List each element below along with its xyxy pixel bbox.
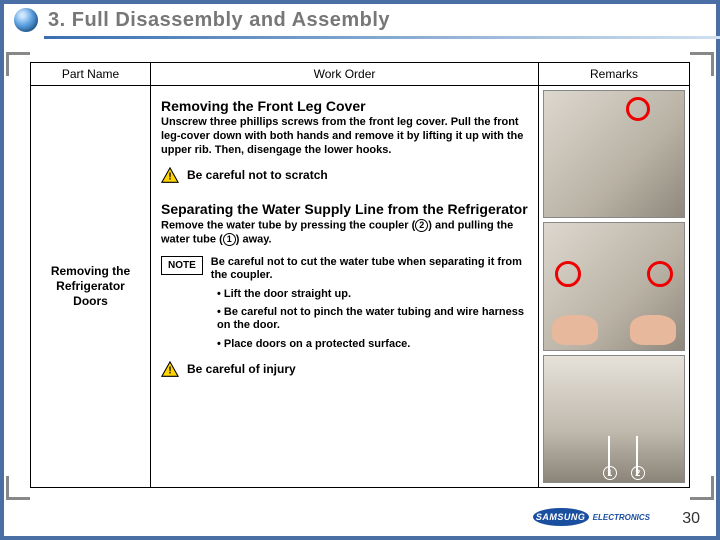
col-header-work: Work Order: [151, 63, 539, 85]
part-name-cell: Removing the Refrigerator Doors: [31, 86, 151, 487]
circle-2-icon: 2: [415, 219, 428, 232]
red-circle-icon: [647, 261, 673, 287]
section2-heading: Separating the Water Supply Line from th…: [161, 201, 528, 217]
note-label: NOTE: [161, 256, 203, 275]
section2-warning: Be careful of injury: [187, 362, 296, 376]
section1-warning: Be careful not to scratch: [187, 168, 328, 182]
col-header-part: Part Name: [31, 63, 151, 85]
warning-row: ! Be careful not to scratch: [161, 167, 528, 183]
hand-graphic: [552, 315, 598, 345]
red-circle-icon: [626, 97, 650, 121]
section1-heading: Removing the Front Leg Cover: [161, 98, 528, 114]
section2-body: Remove the water tube by pressing the co…: [161, 219, 528, 247]
corner-decoration: [6, 52, 30, 76]
body-pre: Remove the water tube by pressing the co…: [161, 220, 415, 232]
work-order-cell: Removing the Front Leg Cover Unscrew thr…: [151, 86, 539, 487]
table-header: Part Name Work Order Remarks: [31, 63, 689, 86]
title-underline: [44, 36, 720, 39]
corner-decoration: [690, 476, 714, 500]
bullet-icon: [14, 8, 38, 32]
callout-1-icon: 1: [603, 466, 617, 480]
remark-photo-1: [543, 90, 685, 218]
remark-photo-3: 1 2: [543, 355, 685, 483]
note-box: NOTE Be careful not to cut the water tub…: [161, 256, 528, 282]
svg-text:!: !: [168, 365, 171, 376]
bullet-list: • Lift the door straight up. • Be carefu…: [217, 288, 528, 351]
svg-text:!: !: [168, 172, 171, 183]
remark-photo-2: [543, 222, 685, 350]
remarks-cell: 1 2: [539, 86, 689, 487]
bullet-item: • Lift the door straight up.: [217, 288, 528, 301]
brand-sub: ELECTRONICS: [593, 513, 650, 522]
page-number: 30: [682, 510, 700, 528]
col-header-remarks: Remarks: [539, 63, 689, 85]
part-label: Removing the Refrigerator Doors: [39, 264, 142, 309]
bullet-item: • Be careful not to pinch the water tubi…: [217, 306, 528, 332]
content-table: Part Name Work Order Remarks Removing th…: [30, 62, 690, 488]
hand-graphic: [630, 315, 676, 345]
warning-icon: !: [161, 167, 179, 183]
bullet-item: • Place doors on a protected surface.: [217, 338, 528, 351]
title-bar: 3. Full Disassembly and Assembly: [14, 8, 706, 32]
warning-icon: !: [161, 361, 179, 377]
corner-decoration: [690, 52, 714, 76]
section1-body: Unscrew three phillips screws from the f…: [161, 116, 528, 157]
brand-badge: SAMSUNG: [533, 508, 589, 526]
note-text: Be careful not to cut the water tube whe…: [211, 256, 528, 282]
footer-logo: SAMSUNG ELECTRONICS: [533, 508, 650, 526]
table-body: Removing the Refrigerator Doors Removing…: [31, 86, 689, 487]
slide-title: 3. Full Disassembly and Assembly: [48, 9, 390, 32]
warning-row: ! Be careful of injury: [161, 361, 528, 377]
callout-2-icon: 2: [631, 466, 645, 480]
circle-1-icon: 1: [223, 233, 236, 246]
body-post: ) away.: [236, 234, 272, 246]
corner-decoration: [6, 476, 30, 500]
